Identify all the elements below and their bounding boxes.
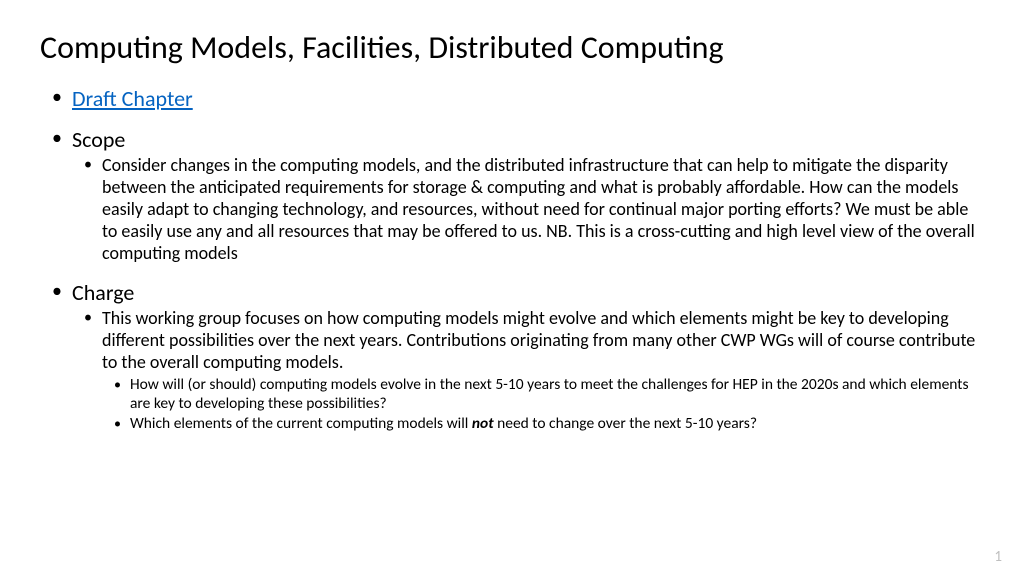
scope-text: Consider changes in the computing models… <box>72 155 984 265</box>
scope-label: Scope <box>72 126 125 153</box>
slide-title: Computing Models, Facilities, Distribute… <box>40 28 984 67</box>
bullet-draft: Draft Chapter <box>40 85 984 112</box>
charge-text-body: This working group focuses on how comput… <box>102 307 975 373</box>
bullet-list: Draft Chapter Scope Consider changes in … <box>40 85 984 434</box>
bullet-scope: Scope Consider changes in the computing … <box>40 126 984 265</box>
charge-label: Charge <box>72 279 134 306</box>
charge-sub2-a: Which elements of the current computing … <box>130 414 472 433</box>
charge-text: This working group focuses on how comput… <box>72 308 984 435</box>
charge-sub2-b: need to change over the next 5-10 years? <box>494 414 757 433</box>
charge-sub2: Which elements of the current computing … <box>102 415 984 434</box>
charge-sub1: How will (or should) computing models ev… <box>102 376 984 414</box>
bullet-charge: Charge This working group focuses on how… <box>40 279 984 435</box>
charge-sub2-em: not <box>472 414 494 433</box>
page-number: 1 <box>994 548 1002 566</box>
draft-chapter-link[interactable]: Draft Chapter <box>72 85 193 112</box>
